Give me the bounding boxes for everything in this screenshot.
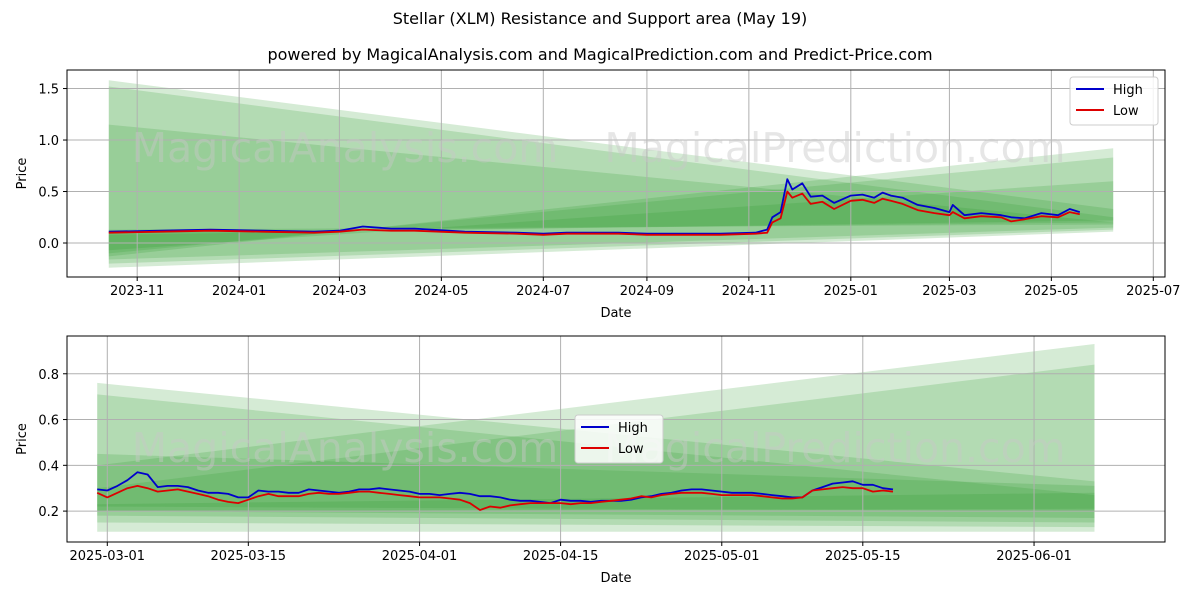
legend-label-low: Low: [618, 442, 644, 457]
x-tick-label: 2025-05-15: [825, 549, 901, 564]
x-axis-label: Date: [600, 306, 631, 321]
chart-subtitle: powered by MagicalAnalysis.com and Magic…: [267, 45, 933, 64]
watermark-text: MagicalAnalysis.com: [132, 124, 559, 172]
chart-panel-1: 2023-11 2024-01 2024-03 2024-05 2024-07 2024-…: [15, 69, 1180, 321]
x-tick-label: 2025-05: [1024, 284, 1078, 299]
x-tick-label: 2025-03-15: [211, 549, 287, 564]
x-tick-label: 2024-11: [722, 284, 776, 299]
series-line-low: [108, 190, 1080, 236]
legend-label-low: Low: [1113, 104, 1139, 119]
y-axis-label: Price: [15, 423, 30, 455]
band-6: [108, 181, 1114, 251]
chart-panel-2: 2025-03-01 2025-03-15 2025-04-01 2025-04-15…: [15, 335, 1166, 586]
series-lines: [108, 178, 1081, 236]
x-tick-label: 2025-06-01: [996, 549, 1072, 564]
x-tick-label: 2024-01: [212, 284, 266, 299]
y-tick-label: 0.4: [38, 459, 59, 474]
support-resistance-bands: [108, 80, 1114, 268]
chart-title: Stellar (XLM) Resistance and Support are…: [392, 9, 808, 28]
legend-label-high: High: [1113, 83, 1143, 98]
x-tick-label: 2025-04-15: [523, 549, 599, 564]
y-tick-label: 0.6: [38, 414, 59, 429]
legend: High Low: [574, 414, 664, 464]
x-tick-label: 2023-11: [110, 284, 164, 299]
band-3: [97, 453, 1095, 523]
plot-frame: [66, 335, 1166, 543]
watermark-text: MagicalPrediction.com: [604, 424, 1065, 472]
x-tick-label: 2025-04-01: [382, 549, 458, 564]
x-tick-label: 2025-03-01: [70, 549, 146, 564]
watermark-text: MagicalAnalysis.com: [132, 424, 559, 472]
y-axis-label: Price: [15, 158, 30, 190]
series-lines: [96, 471, 894, 511]
series-line-high: [108, 178, 1081, 235]
watermark-text: MagicalPrediction.com: [604, 124, 1065, 172]
legend: High Low: [1069, 76, 1159, 126]
band-2: [108, 86, 1114, 264]
x-tick-label: 2024-07: [516, 284, 570, 299]
x-tick-label: 2024-05: [414, 284, 468, 299]
series-line-high: [97, 471, 894, 504]
y-tick-label: 0.8: [38, 368, 59, 383]
x-tick-label: 2024-03: [312, 284, 366, 299]
plot-frame: [66, 69, 1166, 278]
band-3: [108, 124, 1114, 260]
y-tick-label: 0.5: [38, 186, 59, 201]
band-1: [108, 80, 1114, 268]
band-5: [108, 157, 1114, 254]
y-tick-label: 1.0: [38, 134, 59, 149]
series-line-low: [96, 485, 894, 511]
y-tick-label: 0.0: [38, 237, 59, 252]
x-tick-label: 2025-05-01: [684, 549, 760, 564]
y-tick-label: 0.2: [38, 505, 59, 520]
x-tick-label: 2025-07: [1126, 284, 1180, 299]
x-tick-label: 2025-03: [922, 284, 976, 299]
x-axis-label: Date: [600, 571, 631, 586]
x-tick-label: 2025-01: [824, 284, 878, 299]
y-tick-label: 1.5: [38, 83, 59, 98]
x-tick-label: 2024-09: [620, 284, 674, 299]
legend-label-high: High: [618, 421, 648, 436]
